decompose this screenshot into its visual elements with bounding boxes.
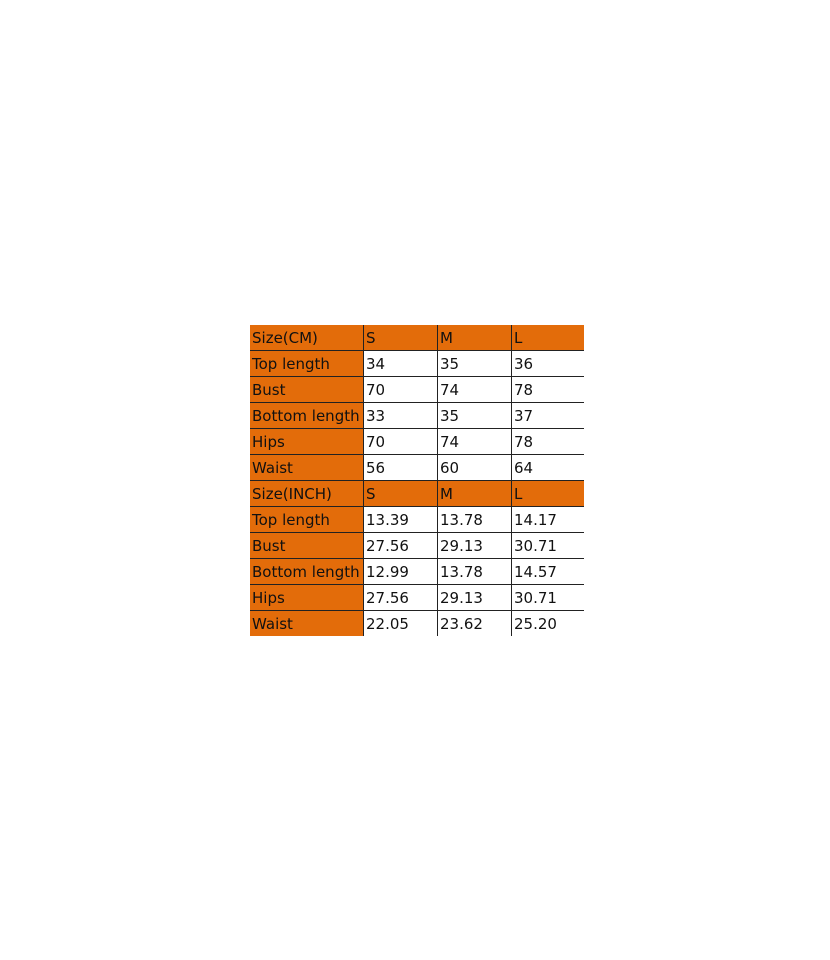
table-cell: 27.56 — [363, 584, 438, 611]
table-cell: 56 — [363, 454, 438, 481]
header-cell: M — [437, 480, 512, 507]
table-cell: 13.39 — [363, 506, 438, 533]
row-label: Waist — [250, 610, 364, 636]
row-label: Waist — [250, 454, 364, 481]
row-label: Bust — [250, 376, 364, 403]
table-cell: 34 — [363, 350, 438, 377]
header-cell: S — [363, 325, 438, 351]
table-row: Bottom length 12.99 13.78 14.57 — [250, 558, 584, 585]
table-cell: 74 — [437, 376, 512, 403]
header-cell: L — [511, 480, 584, 507]
row-label: Hips — [250, 428, 364, 455]
table-cell: 30.71 — [511, 584, 584, 611]
header-cell: Size(INCH) — [250, 480, 364, 507]
row-label: Top length — [250, 350, 364, 377]
table-cell: 35 — [437, 402, 512, 429]
size-chart-table: Size(CM) S M L Top length 34 35 36 Bust 70 74 78 Bot… — [250, 325, 584, 636]
header-cell: Size(CM) — [250, 325, 364, 351]
table-cell: 13.78 — [437, 558, 512, 585]
table-row: Waist 22.05 23.62 25.20 — [250, 610, 584, 636]
table-cell: 78 — [511, 376, 584, 403]
table-cell: 35 — [437, 350, 512, 377]
table-cell: 64 — [511, 454, 584, 481]
table-cell: 12.99 — [363, 558, 438, 585]
table-row: Bottom length 33 35 37 — [250, 402, 584, 429]
table-row: Top length 34 35 36 — [250, 350, 584, 377]
table-cell: 74 — [437, 428, 512, 455]
table-cell: 78 — [511, 428, 584, 455]
header-cell: M — [437, 325, 512, 351]
table-cell: 13.78 — [437, 506, 512, 533]
row-label: Bottom length — [250, 402, 364, 429]
table-cell: 29.13 — [437, 584, 512, 611]
row-label: Hips — [250, 584, 364, 611]
row-label: Bust — [250, 532, 364, 559]
table-row: Hips 27.56 29.13 30.71 — [250, 584, 584, 611]
table-cell: 60 — [437, 454, 512, 481]
table-cell: 29.13 — [437, 532, 512, 559]
table-cell: 27.56 — [363, 532, 438, 559]
table-cell: 30.71 — [511, 532, 584, 559]
row-label: Top length — [250, 506, 364, 533]
table-cell: 22.05 — [363, 610, 438, 636]
table-row: Bust 70 74 78 — [250, 376, 584, 403]
header-row: Size(INCH) S M L — [250, 480, 584, 507]
table-cell: 70 — [363, 376, 438, 403]
header-row: Size(CM) S M L — [250, 325, 584, 351]
row-label: Bottom length — [250, 558, 364, 585]
table-cell: 33 — [363, 402, 438, 429]
table-cell: 23.62 — [437, 610, 512, 636]
table-cell: 14.17 — [511, 506, 584, 533]
table-cell: 36 — [511, 350, 584, 377]
table-row: Waist 56 60 64 — [250, 454, 584, 481]
table-row: Top length 13.39 13.78 14.17 — [250, 506, 584, 533]
table-cell: 14.57 — [511, 558, 584, 585]
header-cell: L — [511, 325, 584, 351]
header-cell: S — [363, 480, 438, 507]
table-row: Hips 70 74 78 — [250, 428, 584, 455]
table-row: Bust 27.56 29.13 30.71 — [250, 532, 584, 559]
table-cell: 37 — [511, 402, 584, 429]
table-cell: 25.20 — [511, 610, 584, 636]
table-cell: 70 — [363, 428, 438, 455]
